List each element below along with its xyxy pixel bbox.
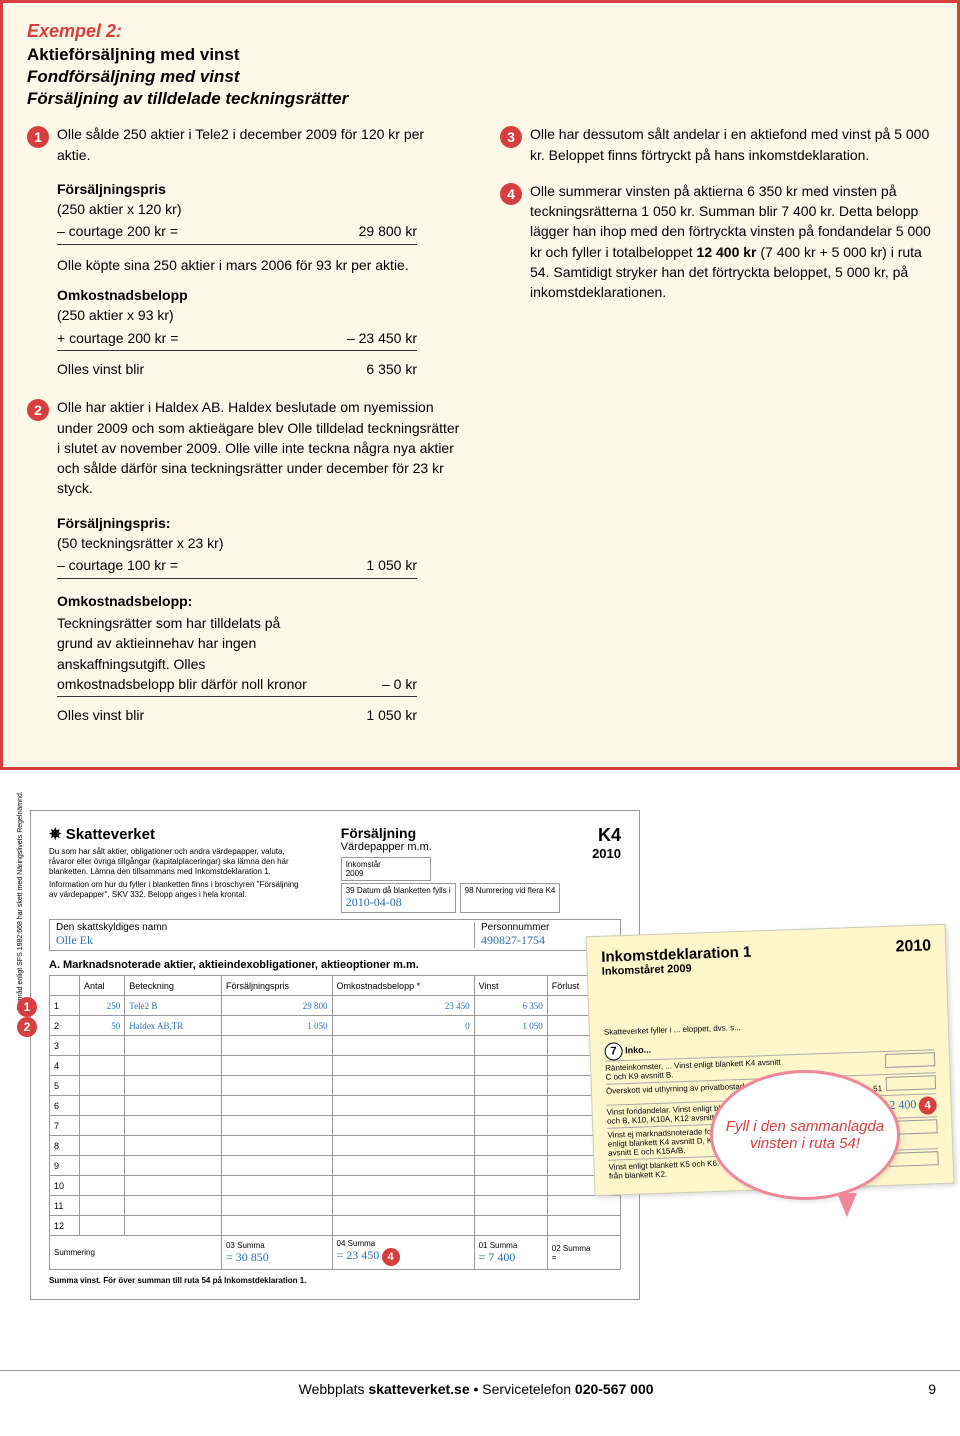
c6-val: 1 050 kr: [327, 705, 417, 725]
c1-head: Försäljningspris: [57, 179, 460, 199]
c1-line: (250 aktier x 120 kr): [57, 199, 460, 219]
right-col: 3 Olle har dessutom sålt andelar i en ak…: [500, 124, 933, 743]
c2-val: – 23 450 kr: [327, 328, 417, 348]
numr-box: 98 Numrering vid flera K4: [460, 883, 561, 913]
c2-label: + courtage 200 kr =: [57, 328, 178, 348]
k4-footnote: Summa vinst. För över summan till ruta 5…: [49, 1276, 621, 1285]
callout-bubble: Fyll i den sammanlagda vinsten i ruta 54…: [710, 1070, 900, 1200]
c5-text: Teckningsrätter som har tilldelats på gr…: [57, 613, 307, 694]
name-box: Den skattskyldiges namnOlle Ek Personnum…: [49, 919, 621, 951]
example-sub2: Fondförsäljning med vinst: [27, 66, 933, 88]
table-row: 1 250 Tele2 B 29 800 23 450 6 350: [50, 996, 621, 1016]
k4-form: Samråd enligt SFS 1982:668 har skett med…: [30, 810, 640, 1300]
c1-mid: Olle köpte sina 250 aktier i mars 2006 f…: [57, 255, 460, 275]
columns: 1 Olle sålde 250 aktier i Tele2 i decemb…: [27, 124, 933, 743]
example-sub1: Aktieförsäljning med vinst: [27, 44, 933, 66]
row-badge-2: 2: [17, 1017, 37, 1037]
item-3: 3 Olle har dessutom sålt andelar i en ak…: [500, 124, 933, 165]
example-box: Exempel 2: Aktieförsäljning med vinst Fo…: [0, 0, 960, 770]
example-title: Exempel 2:: [27, 21, 933, 42]
sec7-badge: 7: [604, 1043, 623, 1062]
agency-logo: ✵ Skatteverket: [49, 825, 309, 843]
p2: Olle har aktier i Haldex AB. Haldex besl…: [57, 399, 459, 496]
sum-badge-4: 4: [382, 1248, 400, 1266]
badge-1: 1: [27, 126, 49, 148]
k4-year: 2010: [592, 846, 621, 861]
page-number: 9: [928, 1381, 936, 1397]
c2-line: (250 aktier x 93 kr): [57, 305, 460, 325]
c5-val: – 0 kr: [327, 674, 417, 694]
c2-head: Omkostnadsbelopp: [57, 285, 460, 305]
c4-line: (50 teckningsrätter x 23 kr): [57, 533, 460, 553]
c3-val: 6 350 kr: [327, 359, 417, 379]
c5-head: Omkostnadsbelopp:: [57, 591, 460, 611]
c1-val: 29 800 kr: [327, 221, 417, 241]
row-badge-1: 1: [17, 997, 37, 1017]
badge-2: 2: [27, 399, 49, 421]
forms-area: Samråd enligt SFS 1982:668 har skett med…: [0, 810, 960, 1330]
badge-3: 3: [500, 126, 522, 148]
k4-info1: Du som har sålt aktier, obligationer och…: [49, 847, 309, 876]
decl-year: 2010: [895, 938, 932, 968]
p3: Olle har dessutom sålt andelar i en akti…: [530, 124, 933, 165]
c4-val: 1 050 kr: [327, 555, 417, 575]
decl-badge-4: 4: [918, 1097, 937, 1116]
bubble-arrow-icon: [837, 1193, 857, 1217]
page: Exempel 2: Aktieförsäljning med vinst Fo…: [0, 0, 960, 1407]
p4: Olle summerar vinsten på aktierna 6 350 …: [530, 181, 933, 303]
section-a: A. Marknadsnoterade aktier, aktieindexob…: [49, 959, 621, 971]
c1-label: – courtage 200 kr =: [57, 221, 178, 241]
item-1: 1 Olle sålde 250 aktier i Tele2 i decemb…: [27, 124, 460, 381]
c6-label: Olles vinst blir: [57, 705, 144, 725]
badge-4: 4: [500, 183, 522, 205]
k4-table: Antal Beteckning Försäljningspris Omkost…: [49, 975, 621, 1270]
left-col: 1 Olle sålde 250 aktier i Tele2 i decemb…: [27, 124, 460, 743]
c3-label: Olles vinst blir: [57, 359, 144, 379]
item-2: 2 Olle har aktier i Haldex AB. Haldex be…: [27, 397, 460, 727]
inkomstar-box: Inkomstår2009: [341, 857, 431, 881]
c4-head: Försäljningspris:: [57, 513, 460, 533]
footer: Webbplats skatteverket.se • Servicetelef…: [0, 1370, 960, 1407]
k4-subtitle: Värdepapper m.m.: [341, 841, 561, 853]
side-text: Samråd enligt SFS 1982:668 har skett med…: [17, 792, 24, 1012]
item-4: 4 Olle summerar vinsten på aktierna 6 35…: [500, 181, 933, 303]
k4-code: K4: [592, 825, 621, 846]
datum-box: 39 Datum då blanketten fylls i2010-04-08: [341, 883, 456, 913]
table-row: 2 50 Haldex AB,TR 1 050 0 1 050: [50, 1016, 621, 1036]
c4-label: – courtage 100 kr =: [57, 555, 178, 575]
example-sub3: Försäljning av tilldelade teckningsrätte…: [27, 88, 933, 110]
p1: Olle sålde 250 aktier i Tele2 i december…: [57, 126, 424, 162]
k4-title: Försäljning: [341, 825, 561, 841]
k4-info2: Information om hur du fyller i blankette…: [49, 880, 309, 899]
